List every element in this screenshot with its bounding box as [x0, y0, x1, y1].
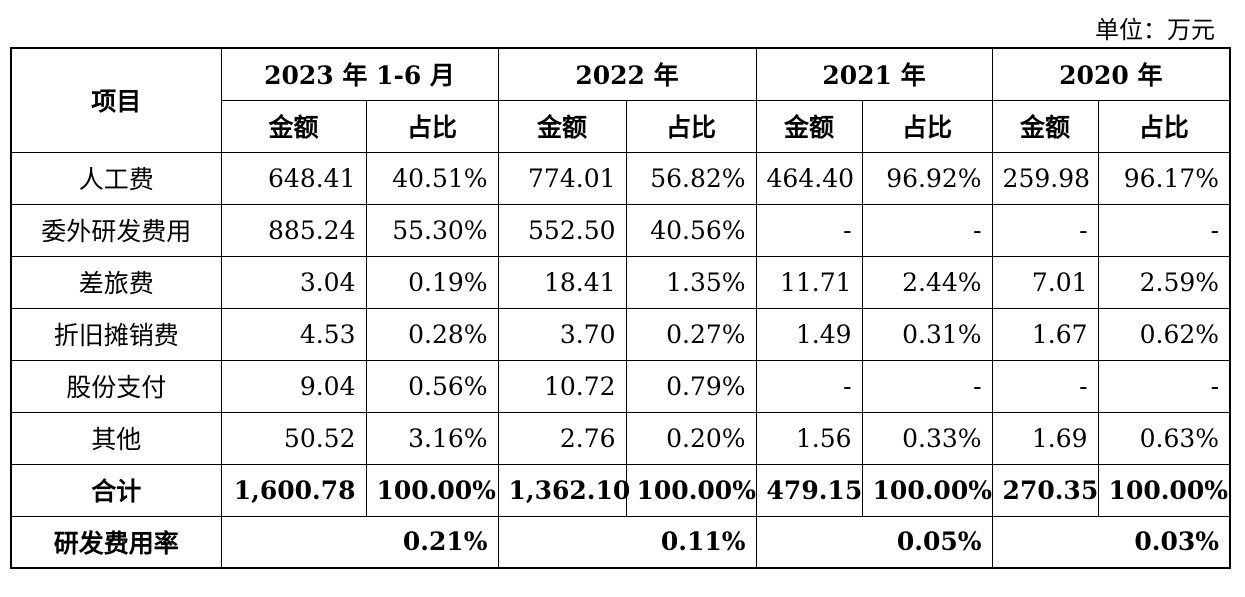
row-label: 折旧摊销费 — [10, 307, 222, 361]
cell: 10.72 — [497, 359, 627, 413]
cell: - — [991, 359, 1099, 413]
row-label: 股份支付 — [10, 359, 222, 413]
table-row: 人工费 648.41 40.51% 774.01 56.82% 464.40 9… — [10, 151, 1231, 205]
cell: - — [755, 359, 863, 413]
cell: 0.19% — [365, 255, 499, 309]
cell: 0.63% — [1097, 411, 1231, 465]
cell: 100.00% — [1097, 463, 1231, 517]
cell: 1,600.78 — [220, 463, 367, 517]
table-row: 委外研发费用 885.24 55.30% 552.50 40.56% - - -… — [10, 203, 1231, 257]
cell: 0.11% — [497, 515, 757, 569]
header-amount: 金额 — [497, 99, 627, 153]
header-period: 2023 年 1-6 月 — [220, 47, 499, 101]
cell: 648.41 — [220, 151, 367, 205]
cell: 100.00% — [625, 463, 757, 517]
cell: 1.35% — [625, 255, 757, 309]
header-ratio: 占比 — [625, 99, 757, 153]
header-ratio: 占比 — [861, 99, 993, 153]
cell: 0.21% — [220, 515, 499, 569]
header-amount: 金额 — [220, 99, 367, 153]
cell: 11.71 — [755, 255, 863, 309]
cell: 0.31% — [861, 307, 993, 361]
cell: 0.33% — [861, 411, 993, 465]
header-amount: 金额 — [755, 99, 863, 153]
cell: 2.59% — [1097, 255, 1231, 309]
cell: 0.56% — [365, 359, 499, 413]
row-label: 合计 — [10, 463, 222, 517]
cell: 0.20% — [625, 411, 757, 465]
cell: 40.51% — [365, 151, 499, 205]
cell: - — [755, 203, 863, 257]
cell: 40.56% — [625, 203, 757, 257]
cell: 100.00% — [365, 463, 499, 517]
header-period: 2022 年 — [497, 47, 757, 101]
cell: 774.01 — [497, 151, 627, 205]
cell: - — [991, 203, 1099, 257]
cell: 96.17% — [1097, 151, 1231, 205]
cell: 270.35 — [991, 463, 1099, 517]
table-row: 股份支付 9.04 0.56% 10.72 0.79% - - - - — [10, 359, 1231, 413]
rd-expense-table: 项目 2023 年 1-6 月 2022 年 2021 年 2020 年 金额 … — [10, 47, 1232, 569]
cell: 885.24 — [220, 203, 367, 257]
row-label: 人工费 — [10, 151, 222, 205]
header-amount: 金额 — [991, 99, 1099, 153]
cell: 0.05% — [755, 515, 993, 569]
cell: 96.92% — [861, 151, 993, 205]
row-label: 差旅费 — [10, 255, 222, 309]
cell: 9.04 — [220, 359, 367, 413]
header-period: 2021 年 — [755, 47, 993, 101]
cell: 464.40 — [755, 151, 863, 205]
cell: 3.04 — [220, 255, 367, 309]
cell: 0.79% — [625, 359, 757, 413]
cell: 100.00% — [861, 463, 993, 517]
unit-label: 单位：万元 — [1095, 16, 1215, 44]
cell: - — [861, 203, 993, 257]
table-row: 折旧摊销费 4.53 0.28% 3.70 0.27% 1.49 0.31% 1… — [10, 307, 1231, 361]
cell: 0.03% — [991, 515, 1231, 569]
total-row: 合计 1,600.78 100.00% 1,362.10 100.00% 479… — [10, 463, 1231, 517]
cell: 2.44% — [861, 255, 993, 309]
row-label: 研发费用率 — [10, 515, 222, 569]
header-ratio: 占比 — [365, 99, 499, 153]
header-ratio: 占比 — [1097, 99, 1231, 153]
cell: 259.98 — [991, 151, 1099, 205]
rd-rate-row: 研发费用率 0.21% 0.11% 0.05% 0.03% — [10, 515, 1231, 569]
cell: 3.70 — [497, 307, 627, 361]
cell: 1,362.10 — [497, 463, 630, 517]
cell: 1.69 — [991, 411, 1099, 465]
cell: - — [1097, 203, 1231, 257]
cell: 2.76 — [497, 411, 627, 465]
row-label: 其他 — [10, 411, 222, 465]
cell: 0.62% — [1097, 307, 1231, 361]
cell: 50.52 — [220, 411, 367, 465]
table-row: 差旅费 3.04 0.19% 18.41 1.35% 11.71 2.44% 7… — [10, 255, 1231, 309]
cell: 1.56 — [755, 411, 863, 465]
cell: 0.28% — [365, 307, 499, 361]
cell: - — [861, 359, 993, 413]
header-period: 2020 年 — [991, 47, 1231, 101]
cell: 479.15 — [755, 463, 863, 517]
cell: - — [1097, 359, 1231, 413]
cell: 4.53 — [220, 307, 367, 361]
cell: 1.49 — [755, 307, 863, 361]
row-label: 委外研发费用 — [10, 203, 222, 257]
table-row: 其他 50.52 3.16% 2.76 0.20% 1.56 0.33% 1.6… — [10, 411, 1231, 465]
cell: 56.82% — [625, 151, 757, 205]
cell: 552.50 — [497, 203, 627, 257]
cell: 1.67 — [991, 307, 1099, 361]
header-item: 项目 — [10, 47, 222, 153]
cell: 7.01 — [991, 255, 1099, 309]
cell: 0.27% — [625, 307, 757, 361]
cell: 3.16% — [365, 411, 499, 465]
cell: 18.41 — [497, 255, 627, 309]
cell: 55.30% — [365, 203, 499, 257]
